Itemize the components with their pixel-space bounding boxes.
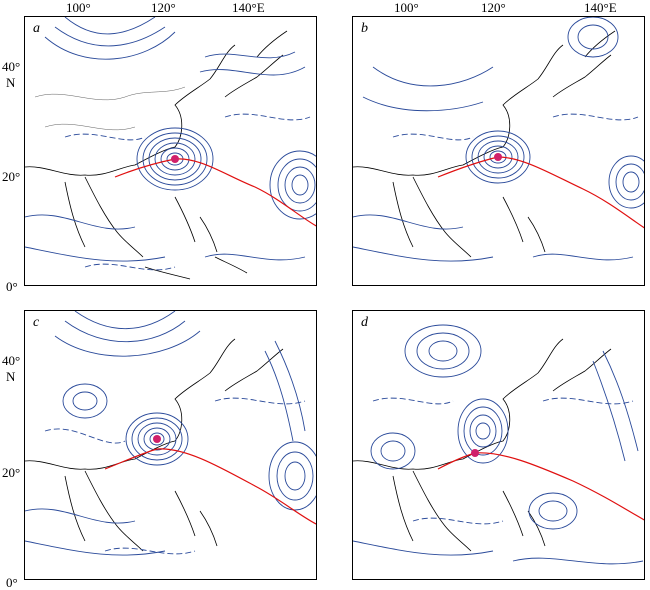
lat-label-0-top: 0° [6,279,18,294]
typhoon-center-c [153,435,161,443]
contours-d [353,324,644,565]
typhoon-track-a [114,158,316,227]
coastline-c [25,338,284,552]
coastline-b [353,30,616,258]
map-c-svg [25,311,316,556]
lat-label-40-bottom: 40° [2,353,21,368]
lat-label-20-bottom: 20° [2,465,21,480]
map-panel-b: b [352,16,645,286]
map-a-svg [25,17,316,280]
map-b-svg [353,17,644,262]
lat-label-n-bottom: N [6,369,16,384]
typhoon-center-a [171,155,179,163]
typhoon-track-b [437,156,644,229]
typhoon-track-d [437,452,644,521]
panel-label-c: c [31,315,42,331]
map-panel-a: a [24,16,317,286]
contours-b [353,17,644,262]
contours-a [25,17,316,271]
panel-label-a: a [31,21,42,37]
map-d-svg [353,324,644,565]
typhoon-track-c [104,448,316,525]
borders-a [34,86,186,131]
coastline-d [353,338,612,552]
map-panel-c: c [24,310,317,580]
lat-label-0-bottom: 0° [6,575,18,590]
lon-label-100-right: 100° [394,0,419,15]
lat-label-n-top: N [6,75,16,90]
typhoon-center-d [471,449,479,457]
contours-c [25,311,316,556]
panel-label-b: b [359,21,370,37]
typhoon-center-b [494,153,502,161]
map-panel-d: d [352,310,645,580]
lon-label-140e-right: 140°E [584,0,617,15]
lat-label-40-top: 40° [2,59,21,74]
lon-label-100-left: 100° [66,0,91,15]
lat-label-20-top: 20° [2,169,21,184]
lon-label-120-left: 120° [151,0,176,15]
coastline-a [25,30,288,280]
lon-label-120-right: 120° [481,0,506,15]
panel-label-d: d [359,315,370,331]
lon-label-140e-left: 140°E [232,0,265,15]
